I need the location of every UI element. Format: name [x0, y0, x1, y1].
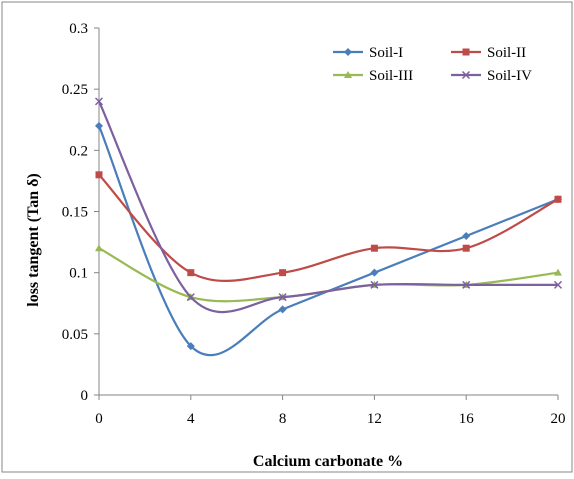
y-tick-label: 0.3	[69, 21, 88, 37]
data-point-soil-ii	[187, 269, 195, 277]
data-point-soil-i	[462, 231, 471, 240]
x-tick-label: 8	[279, 411, 287, 427]
data-point-soil-iv	[462, 280, 471, 289]
legend-label: Soil-I	[369, 45, 403, 61]
y-tick-label: 0.2	[69, 143, 88, 159]
y-tick-label: 0.15	[62, 205, 88, 221]
data-point-soil-i	[95, 121, 103, 130]
legend-item-soil-ii: Soil-II	[451, 45, 526, 61]
plot-area: 0 0.05 0.1 0.15 0.2 0.25 0.3 0 4 8 12 16 20	[62, 21, 566, 427]
legend-item-soil-iv: Soil-IV	[451, 68, 532, 84]
legend: Soil-I Soil-II Soil-III Soil-IV	[333, 45, 532, 84]
y-tick-label: 0	[81, 388, 89, 404]
data-point-soil-iii	[95, 244, 103, 252]
legend-label: Soil-IV	[487, 68, 532, 84]
legend-swatch-marker	[462, 48, 470, 56]
series-line-soil-ii	[98, 174, 559, 282]
x-axis-title: Calcium carbonate %	[253, 453, 403, 470]
data-point-soil-i	[186, 342, 195, 351]
x-tick-label: 4	[187, 411, 195, 427]
data-point-soil-ii	[95, 171, 103, 179]
data-point-soil-iv	[278, 293, 287, 302]
data-point-soil-iv	[186, 293, 195, 302]
x-tick-label: 16	[459, 411, 475, 427]
y-tick-label: 0.1	[69, 266, 88, 282]
data-point-soil-ii	[279, 269, 287, 277]
series-soil-iv	[94, 97, 563, 314]
data-point-soil-iv	[94, 97, 104, 106]
data-point-soil-ii	[554, 195, 562, 203]
x-tick-label: 12	[367, 411, 382, 427]
x-tick-label: 20	[551, 411, 566, 427]
legend-swatch-marker	[344, 71, 352, 78]
legend-label: Soil-III	[369, 68, 413, 84]
y-axis-title: loss tangent (Tan δ)	[25, 173, 42, 307]
legend-label: Soil-II	[487, 45, 526, 61]
legend-swatch-marker	[461, 70, 471, 80]
series-soil-ii	[95, 171, 562, 282]
data-point-soil-i	[278, 305, 287, 314]
legend-swatch-marker	[344, 48, 352, 56]
legend-item-soil-iii: Soil-III	[333, 68, 413, 84]
data-point-soil-iii	[554, 268, 562, 276]
data-point-soil-ii	[370, 244, 378, 252]
data-point-soil-i	[370, 268, 379, 277]
legend-item-soil-i: Soil-I	[333, 45, 403, 61]
y-tick-label: 0.25	[62, 82, 88, 98]
x-tick-label: 0	[95, 411, 103, 427]
y-tick-label: 0.05	[62, 327, 88, 343]
data-point-soil-iv	[370, 280, 379, 289]
data-point-soil-iv	[553, 280, 563, 289]
data-point-soil-ii	[462, 244, 470, 252]
